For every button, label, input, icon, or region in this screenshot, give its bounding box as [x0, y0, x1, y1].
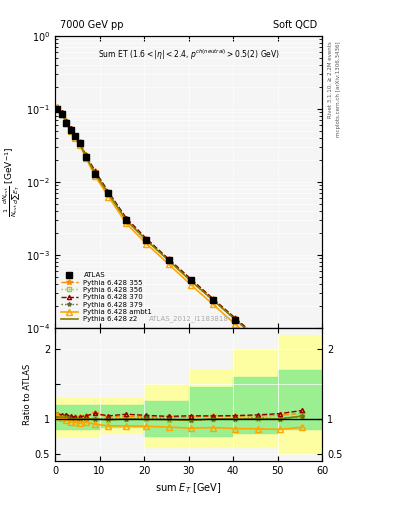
ATLAS	[93, 170, 97, 177]
Y-axis label: $\frac{1}{N_\mathrm{evt}}\frac{dN_\mathrm{evt}}{d\sum E_T}\ [\mathrm{GeV}^{-1}]$: $\frac{1}{N_\mathrm{evt}}\frac{dN_\mathr…	[2, 146, 23, 217]
Line: ATLAS: ATLAS	[55, 106, 305, 375]
Text: Sum ET ($1.6 < |\eta| < 2.4$, $p^{ch(neutral)} > 0.5(2)\ \mathrm{GeV}$): Sum ET ($1.6 < |\eta| < 2.4$, $p^{ch(neu…	[97, 48, 280, 62]
Text: Rivet 3.1.10, ≥ 2.2M events: Rivet 3.1.10, ≥ 2.2M events	[328, 41, 333, 118]
ATLAS	[255, 336, 260, 343]
ATLAS	[211, 297, 215, 303]
ATLAS	[189, 277, 193, 283]
ATLAS	[166, 257, 171, 263]
X-axis label: sum $E_T$ [GeV]: sum $E_T$ [GeV]	[155, 481, 222, 495]
ATLAS	[73, 133, 77, 139]
ATLAS	[77, 140, 82, 146]
Text: Soft QCD: Soft QCD	[273, 20, 317, 30]
ATLAS	[68, 126, 73, 133]
Text: mcplots.cern.ch [arXiv:1306.3436]: mcplots.cern.ch [arXiv:1306.3436]	[336, 41, 341, 137]
ATLAS	[144, 237, 149, 243]
ATLAS	[233, 316, 238, 323]
ATLAS	[55, 106, 60, 112]
ATLAS	[124, 217, 129, 223]
ATLAS	[300, 369, 305, 375]
Text: 7000 GeV pp: 7000 GeV pp	[61, 20, 124, 30]
ATLAS	[84, 154, 88, 160]
Text: ATLAS_2012_I1183818: ATLAS_2012_I1183818	[149, 315, 229, 322]
ATLAS	[277, 354, 282, 360]
ATLAS	[64, 119, 68, 125]
ATLAS	[59, 111, 64, 117]
ATLAS	[106, 190, 111, 196]
Legend: ATLAS, Pythia 6.428 355, Pythia 6.428 356, Pythia 6.428 370, Pythia 6.428 379, P: ATLAS, Pythia 6.428 355, Pythia 6.428 35…	[59, 270, 154, 325]
Y-axis label: Ratio to ATLAS: Ratio to ATLAS	[23, 364, 32, 425]
